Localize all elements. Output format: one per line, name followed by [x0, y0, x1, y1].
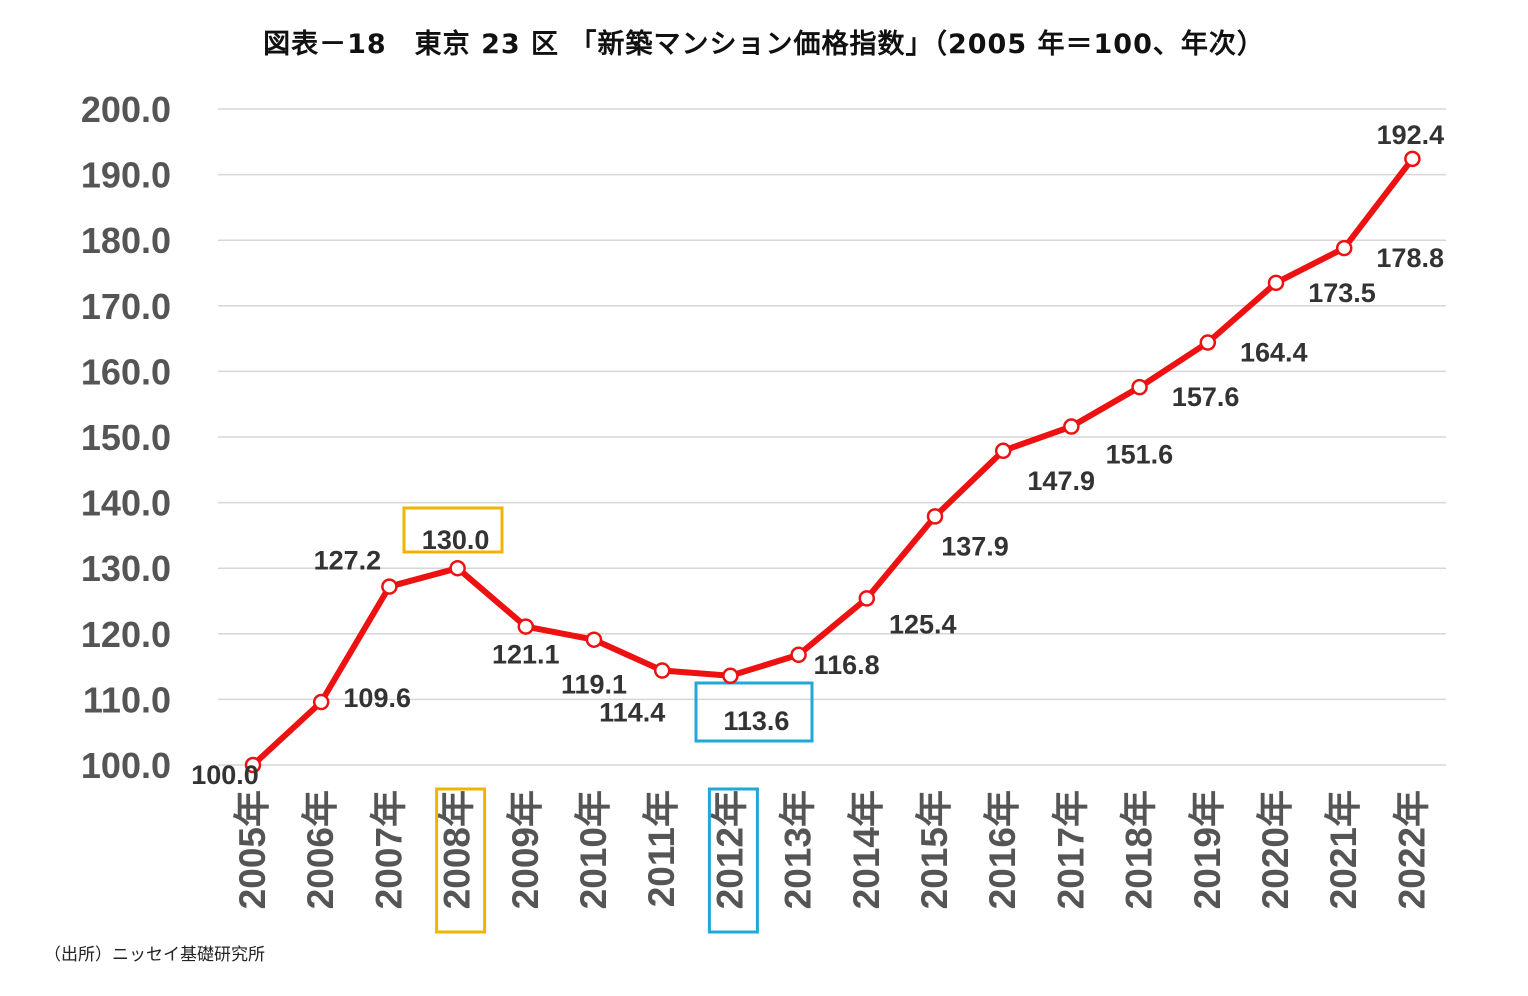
x-tick-label: 2019年 [1187, 790, 1228, 909]
y-tick-label: 160.0 [81, 351, 171, 392]
x-tick-label: 2015年 [914, 790, 955, 909]
data-label: 127.2 [314, 546, 382, 576]
data-label-highlight-box [402, 506, 504, 554]
x-tick-label: 2005年 [232, 790, 273, 909]
x-tick-label: 2017年 [1050, 790, 1091, 909]
data-label: 130.0 [422, 525, 490, 555]
x-tick-label: 2009年 [505, 790, 546, 909]
x-tick-label: 2010年 [573, 790, 614, 909]
x-tick-label: 2020年 [1255, 790, 1296, 909]
x-tick-label: 2007年 [368, 790, 409, 909]
data-label: 192.4 [1377, 120, 1445, 150]
x-tick-label: 2016年 [982, 790, 1023, 909]
x-tick-label: 2022年 [1391, 790, 1432, 909]
x-tick-highlight-box [435, 787, 487, 934]
y-tick-label: 150.0 [81, 417, 171, 458]
data-point [312, 693, 330, 711]
data-point [381, 578, 398, 595]
data-label: 178.8 [1376, 243, 1444, 273]
data-point [994, 442, 1012, 460]
y-tick-label: 130.0 [81, 548, 171, 589]
data-point [1131, 378, 1148, 396]
highlight-boxes [402, 506, 814, 934]
source-note: （出所）ニッセイ基礎研究所 [44, 945, 265, 965]
data-label: 114.4 [599, 698, 665, 728]
x-tick-label: 2008年 [437, 790, 478, 909]
x-tick-label: 2011年 [641, 790, 682, 907]
data-label: 157.6 [1172, 382, 1240, 412]
data-point [585, 631, 603, 648]
data-label: 109.6 [343, 683, 411, 713]
data-point [1199, 334, 1217, 351]
x-tick-label: 2006年 [300, 790, 341, 909]
data-points [244, 150, 1421, 774]
data-label: 137.9 [941, 531, 1009, 561]
data-point [244, 756, 262, 774]
data-point [1267, 274, 1285, 292]
data-label: 125.4 [889, 609, 957, 639]
data-point [653, 662, 671, 679]
data-label: 116.8 [814, 650, 880, 680]
data-point [790, 646, 807, 664]
x-tick-highlight-box [707, 787, 759, 934]
gridlines [218, 108, 1446, 766]
y-axis-tick-labels: 100.0 110.0 120.0 130.0 140.0 150.0 160.0 170.0… [81, 89, 171, 786]
data-point [858, 590, 876, 607]
data-label: 121.1 [492, 640, 560, 670]
chart-title: 図表－18 東京 23 区 「新築マンション価格指数」（2005 年＝100、年… [263, 29, 1265, 60]
x-axis-tick-labels: 2005年 2006年 2007年 2008年 2009年 2010年 2011年 2012年… [232, 790, 1432, 909]
data-point [926, 508, 944, 525]
data-label: 113.6 [723, 706, 789, 736]
data-label: 164.4 [1240, 338, 1308, 368]
data-point [1404, 150, 1421, 168]
data-label: 151.6 [1106, 440, 1174, 470]
y-tick-label: 140.0 [81, 483, 171, 524]
x-tick-label: 2013年 [778, 790, 819, 909]
y-tick-label: 180.0 [81, 220, 171, 261]
x-tick-label: 2018年 [1119, 790, 1160, 909]
y-tick-label: 170.0 [81, 286, 171, 327]
y-tick-label: 100.0 [81, 745, 171, 786]
data-point [1335, 239, 1353, 257]
data-point [517, 618, 535, 635]
series-line-layer [250, 155, 1416, 768]
y-tick-label: 110.0 [83, 679, 171, 720]
data-label: 119.1 [561, 670, 627, 700]
y-tick-label: 200.0 [81, 89, 171, 130]
x-tick-label: 2014年 [846, 790, 887, 909]
x-tick-label: 2012年 [709, 790, 750, 909]
data-point [1063, 418, 1080, 435]
data-label: 173.5 [1308, 278, 1376, 308]
x-tick-label: 2021年 [1323, 790, 1364, 909]
y-tick-label: 190.0 [81, 155, 171, 196]
data-point [449, 559, 466, 577]
data-point [722, 667, 739, 685]
data-label-highlight-box [694, 681, 814, 743]
data-label: 147.9 [1027, 466, 1095, 496]
data-label: 100.0 [191, 760, 259, 790]
series-line [250, 155, 1416, 768]
y-tick-label: 120.0 [81, 614, 171, 655]
